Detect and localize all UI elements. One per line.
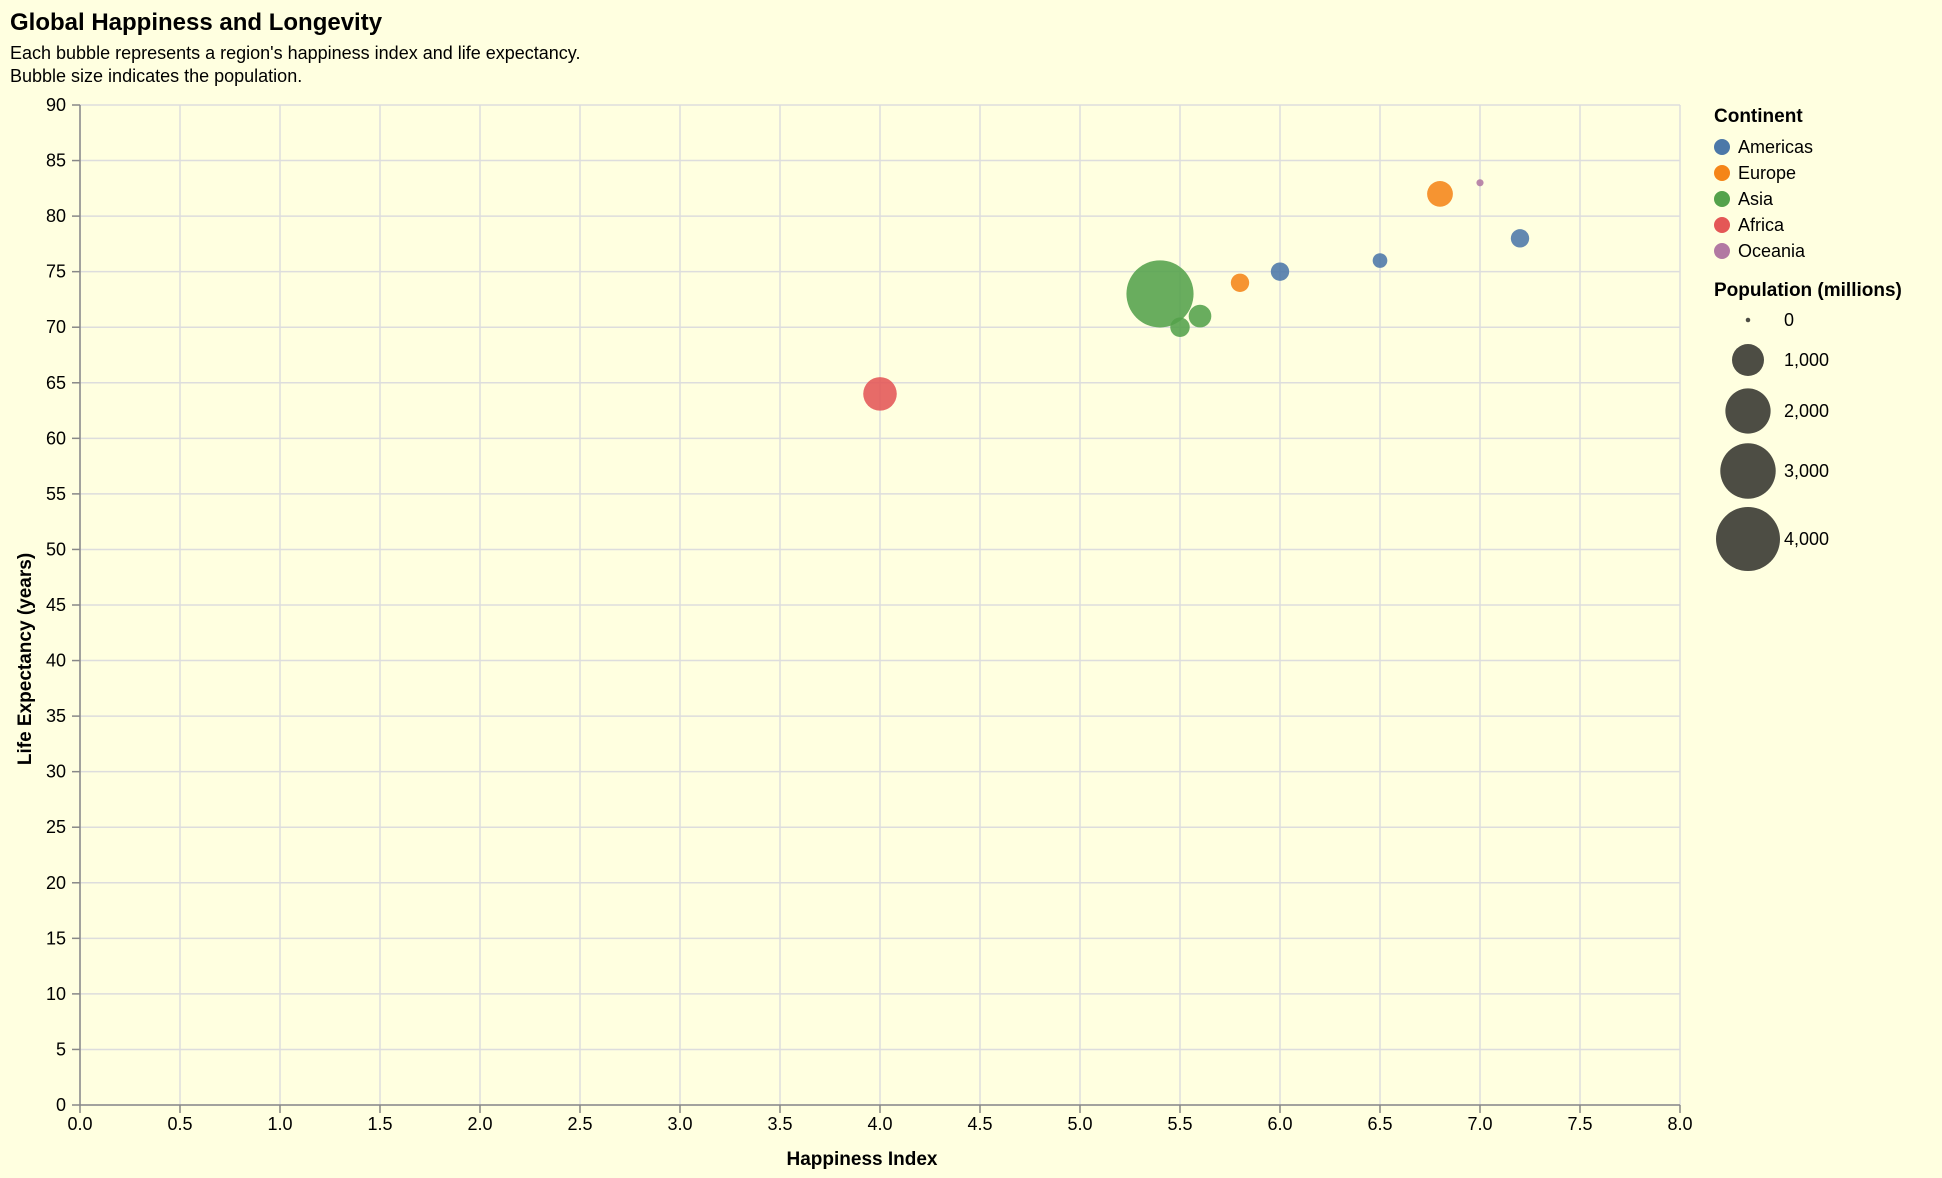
x-tick-label: 0.0 bbox=[67, 1114, 92, 1134]
bubble-europe bbox=[1230, 273, 1250, 292]
size-legend-label: 4,000 bbox=[1784, 529, 1829, 549]
legend-swatch-asia bbox=[1714, 191, 1730, 207]
bubble-africa bbox=[863, 377, 897, 411]
x-tick-label: 7.5 bbox=[1567, 1114, 1592, 1134]
size-legend-title: Population (millions) bbox=[1714, 280, 1902, 301]
x-tick-label: 0.5 bbox=[167, 1114, 192, 1134]
legend-swatch-europe bbox=[1714, 165, 1730, 181]
y-tick-label: 90 bbox=[46, 95, 66, 115]
bubble-asia bbox=[1188, 304, 1212, 328]
x-tick-label: 5.0 bbox=[1067, 1114, 1092, 1134]
bubble-europe bbox=[1427, 180, 1453, 207]
color-legend: Americas Europe Asia Africa Oceania bbox=[1714, 137, 1813, 261]
y-tick-label: 20 bbox=[46, 873, 66, 893]
y-tick-label: 80 bbox=[46, 206, 66, 226]
legend-label-americas: Americas bbox=[1738, 137, 1813, 157]
bubble-asia bbox=[1126, 260, 1194, 328]
y-tick-label: 40 bbox=[46, 651, 66, 671]
x-tick-label: 4.5 bbox=[967, 1114, 992, 1134]
legend-swatch-africa bbox=[1714, 217, 1730, 233]
bubble-asia bbox=[1170, 317, 1190, 337]
size-legend-bubble bbox=[1716, 507, 1780, 571]
size-legend-label: 1,000 bbox=[1784, 350, 1829, 370]
y-tick-label: 45 bbox=[46, 595, 66, 615]
size-legend-bubble bbox=[1745, 317, 1751, 323]
bubble-americas bbox=[1270, 262, 1290, 281]
size-legend-label: 3,000 bbox=[1784, 461, 1829, 481]
y-axis-title: Life Expectancy (years) bbox=[15, 553, 36, 765]
y-tick-label: 30 bbox=[46, 762, 66, 782]
axes: 0.0 0.5 1.0 1.5 2.0 2.5 3.0 3.5 4.0 4.5 5.0 5.5 6.0 6… bbox=[46, 95, 1693, 1134]
y-tick-label: 85 bbox=[46, 151, 66, 171]
y-tick-label: 0 bbox=[56, 1095, 66, 1115]
x-tick-label: 2.0 bbox=[467, 1114, 492, 1134]
bubble-oceania bbox=[1476, 179, 1484, 187]
bubble-americas bbox=[1510, 229, 1530, 248]
x-tick-label: 5.5 bbox=[1167, 1114, 1192, 1134]
color-legend-title: Continent bbox=[1714, 106, 1803, 127]
x-tick-label: 3.5 bbox=[767, 1114, 792, 1134]
y-tick-label: 25 bbox=[46, 817, 66, 837]
y-tick-label: 10 bbox=[46, 984, 66, 1004]
size-legend: 0 1,000 2,000 3,000 4,000 bbox=[1716, 310, 1829, 571]
legend-label-africa: Africa bbox=[1738, 215, 1785, 235]
legend-label-europe: Europe bbox=[1738, 163, 1796, 183]
x-tick-label: 1.5 bbox=[367, 1114, 392, 1134]
x-tick-label: 6.5 bbox=[1367, 1114, 1392, 1134]
size-legend-label: 0 bbox=[1784, 310, 1794, 330]
x-tick-label: 1.0 bbox=[267, 1114, 292, 1134]
x-tick-label: 8.0 bbox=[1667, 1114, 1692, 1134]
y-tick-label: 50 bbox=[46, 539, 66, 559]
x-tick-label: 4.0 bbox=[867, 1114, 892, 1134]
legend: Continent Americas Europe Asia Africa Oceani… bbox=[1714, 106, 1902, 571]
legend-label-oceania: Oceania bbox=[1738, 241, 1806, 261]
y-tick-label: 70 bbox=[46, 317, 66, 337]
legend-label-asia: Asia bbox=[1738, 189, 1774, 209]
x-tick-label: 2.5 bbox=[567, 1114, 592, 1134]
chart-title: Global Happiness and Longevity bbox=[10, 9, 383, 36]
y-tick-label: 60 bbox=[46, 428, 66, 448]
data-points bbox=[863, 179, 1530, 411]
size-legend-bubble bbox=[1720, 443, 1776, 499]
x-axis-title: Happiness Index bbox=[787, 1149, 938, 1170]
y-tick-label: 5 bbox=[56, 1039, 66, 1059]
y-tick-label: 15 bbox=[46, 928, 66, 948]
grid bbox=[79, 104, 1681, 1106]
y-tick-label: 65 bbox=[46, 373, 66, 393]
legend-swatch-americas bbox=[1714, 139, 1730, 155]
size-legend-label: 2,000 bbox=[1784, 401, 1829, 421]
chart-subtitle-line-1: Each bubble represents a region's happin… bbox=[10, 43, 580, 63]
x-tick-label: 7.0 bbox=[1467, 1114, 1492, 1134]
y-tick-label: 75 bbox=[46, 262, 66, 282]
size-legend-bubble bbox=[1732, 344, 1764, 376]
y-tick-label: 55 bbox=[46, 484, 66, 504]
chart-subtitle-line-2: Bubble size indicates the population. bbox=[10, 66, 302, 86]
y-tick-label: 35 bbox=[46, 706, 66, 726]
x-tick-label: 3.0 bbox=[667, 1114, 692, 1134]
bubble-americas bbox=[1372, 253, 1388, 268]
size-legend-bubble bbox=[1725, 388, 1771, 434]
legend-swatch-oceania bbox=[1714, 243, 1730, 259]
x-tick-label: 6.0 bbox=[1267, 1114, 1292, 1134]
